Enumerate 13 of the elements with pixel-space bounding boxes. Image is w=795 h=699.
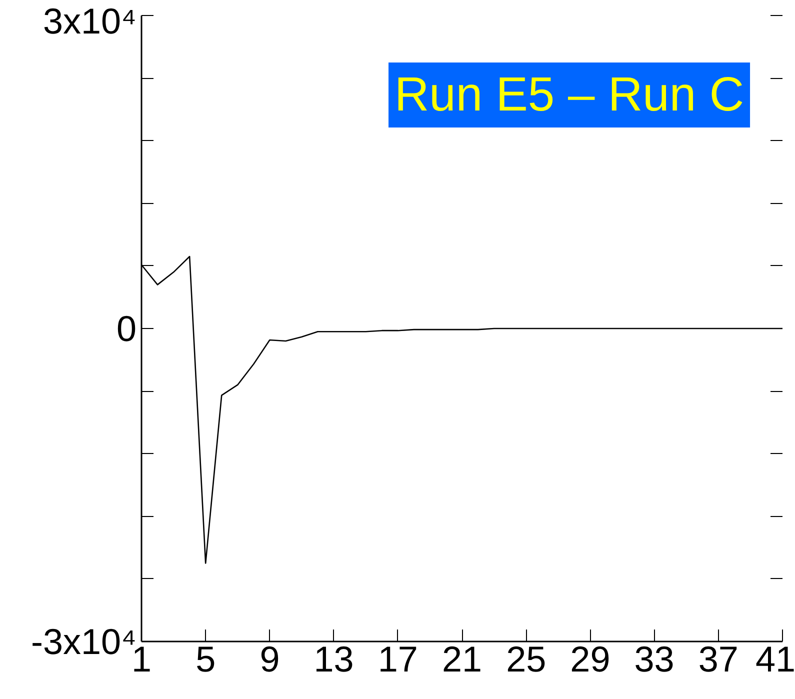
- x-tick-label: 5: [196, 638, 216, 680]
- annotation: Run E5 – Run C: [394, 68, 744, 122]
- x-tick-label: 21: [442, 638, 482, 680]
- x-tick-label: 37: [698, 638, 738, 680]
- y-tick-label: 3x10⁴: [42, 0, 137, 42]
- x-tick-label: 33: [634, 638, 674, 680]
- x-tick-label: 41: [755, 638, 795, 680]
- y-tick-label: 0: [116, 308, 137, 349]
- x-tick-label: 25: [506, 638, 546, 680]
- x-tick-label: 17: [378, 638, 418, 680]
- x-tick-label: 29: [570, 638, 610, 680]
- x-tick-label: 9: [260, 638, 280, 680]
- x-tick-label: 13: [314, 638, 354, 680]
